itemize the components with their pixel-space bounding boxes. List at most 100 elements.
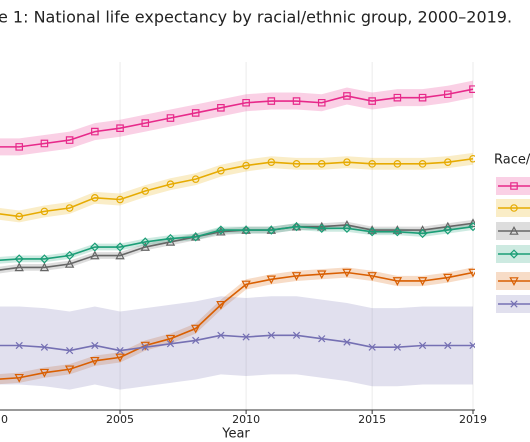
marker bbox=[417, 277, 428, 286]
marker bbox=[393, 93, 402, 102]
marker bbox=[217, 331, 225, 339]
marker bbox=[64, 365, 75, 375]
marker bbox=[367, 227, 377, 237]
series-line bbox=[0, 222, 474, 271]
marker bbox=[393, 160, 402, 168]
marker bbox=[317, 160, 326, 168]
marker bbox=[292, 160, 301, 168]
marker bbox=[468, 268, 475, 278]
marker bbox=[40, 343, 49, 351]
x-tick-label: 2010 bbox=[232, 413, 260, 426]
marker bbox=[469, 341, 475, 350]
marker bbox=[166, 340, 175, 348]
marker bbox=[418, 93, 427, 102]
marker bbox=[392, 277, 403, 286]
marker bbox=[418, 160, 427, 168]
marker bbox=[368, 343, 376, 351]
marker bbox=[510, 182, 518, 190]
marker bbox=[342, 268, 352, 278]
marker bbox=[418, 341, 427, 350]
marker bbox=[216, 300, 226, 310]
confidence-band bbox=[0, 267, 473, 385]
marker bbox=[509, 277, 519, 286]
marker bbox=[40, 207, 49, 216]
marker bbox=[343, 92, 351, 100]
marker bbox=[90, 356, 100, 366]
marker bbox=[91, 341, 99, 350]
marker bbox=[116, 124, 124, 133]
marker bbox=[266, 275, 277, 285]
marker bbox=[242, 161, 250, 170]
marker bbox=[64, 250, 75, 261]
marker bbox=[241, 280, 251, 290]
x-tick-label: 0 bbox=[1, 413, 8, 426]
marker bbox=[65, 136, 74, 144]
marker bbox=[39, 262, 50, 272]
marker bbox=[509, 249, 519, 259]
marker bbox=[267, 331, 275, 339]
marker bbox=[115, 353, 125, 363]
marker bbox=[469, 154, 475, 163]
x-tick-label: 2015 bbox=[358, 413, 386, 426]
marker bbox=[192, 336, 200, 345]
marker bbox=[318, 335, 326, 343]
marker bbox=[191, 175, 200, 183]
marker bbox=[217, 166, 225, 175]
marker bbox=[15, 143, 24, 151]
marker bbox=[317, 223, 327, 234]
marker bbox=[14, 262, 24, 272]
marker bbox=[242, 333, 250, 341]
marker bbox=[217, 104, 225, 112]
series-line bbox=[0, 157, 474, 218]
marker bbox=[443, 273, 453, 283]
marker bbox=[116, 195, 124, 204]
marker bbox=[141, 119, 150, 127]
marker bbox=[443, 225, 453, 235]
marker bbox=[267, 158, 276, 166]
marker bbox=[291, 222, 302, 232]
marker bbox=[342, 223, 352, 234]
marker bbox=[165, 334, 176, 344]
x-tick-label: 2005 bbox=[106, 413, 134, 426]
marker bbox=[368, 160, 376, 168]
marker bbox=[392, 227, 403, 237]
marker bbox=[90, 250, 100, 260]
marker bbox=[241, 225, 251, 235]
marker bbox=[393, 343, 401, 351]
marker bbox=[267, 97, 276, 105]
legend-title: Race/ bbox=[494, 153, 530, 168]
marker bbox=[64, 259, 75, 268]
marker bbox=[165, 236, 176, 246]
marker bbox=[91, 127, 99, 136]
marker bbox=[14, 254, 24, 264]
marker bbox=[166, 114, 175, 122]
series-line bbox=[0, 334, 473, 352]
chart-title: e 1: National life expectancy by racial/… bbox=[0, 8, 512, 27]
marker bbox=[165, 233, 176, 244]
marker bbox=[140, 242, 150, 251]
marker bbox=[343, 158, 351, 166]
marker bbox=[469, 85, 475, 93]
marker bbox=[39, 368, 50, 378]
marker bbox=[510, 300, 518, 308]
x-tick-label: 2019 bbox=[459, 413, 487, 426]
marker bbox=[91, 194, 99, 202]
marker bbox=[115, 242, 125, 252]
marker bbox=[15, 341, 23, 350]
marker bbox=[468, 218, 475, 228]
marker bbox=[292, 97, 301, 105]
marker bbox=[216, 225, 226, 235]
confidence-band bbox=[0, 80, 473, 156]
marker bbox=[40, 139, 49, 148]
marker bbox=[343, 338, 351, 346]
marker bbox=[292, 331, 301, 339]
marker bbox=[191, 232, 201, 242]
marker bbox=[417, 228, 428, 239]
marker bbox=[14, 373, 24, 383]
marker bbox=[242, 98, 250, 107]
marker bbox=[141, 343, 149, 351]
confidence-band bbox=[0, 296, 473, 390]
marker bbox=[140, 237, 150, 247]
marker bbox=[510, 204, 518, 212]
